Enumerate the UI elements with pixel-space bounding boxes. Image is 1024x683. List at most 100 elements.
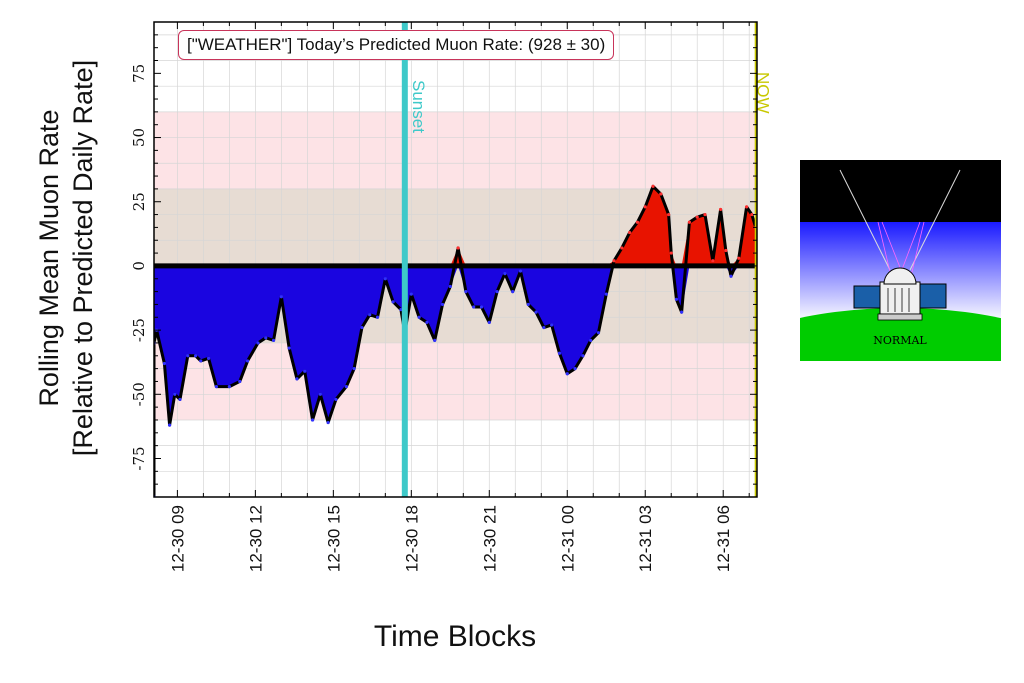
data-point: [659, 192, 663, 196]
data-point: [589, 338, 593, 342]
sunset-label: Sunset: [409, 80, 428, 133]
y-tick-label: 25: [130, 192, 148, 211]
data-point: [573, 367, 577, 371]
data-point: [750, 212, 754, 217]
data-point: [464, 289, 468, 294]
x-tick-label: 12-31 06: [714, 505, 733, 572]
data-point: [518, 269, 523, 273]
y-tick-label: 50: [130, 128, 148, 147]
data-point: [596, 331, 601, 335]
data-point: [581, 354, 585, 358]
data-point: [526, 302, 530, 307]
data-point: [719, 207, 723, 212]
data-point: [344, 384, 348, 389]
data-point: [729, 274, 733, 278]
data-point: [448, 284, 452, 289]
data-point: [669, 251, 673, 255]
data-point: [360, 325, 364, 330]
now-label: NOW: [754, 72, 773, 114]
data-point: [227, 384, 231, 389]
data-point: [167, 423, 172, 427]
area-layer: [154, 184, 757, 497]
data-point: [495, 289, 499, 294]
x-tick-label: 12-30 21: [480, 505, 499, 572]
data-point: [651, 184, 655, 188]
data-point: [326, 420, 330, 425]
data-point: [399, 307, 403, 312]
data-point: [310, 418, 315, 422]
data-point: [433, 338, 437, 342]
data-point: [745, 205, 749, 209]
data-point: [604, 292, 608, 296]
data-point: [643, 205, 647, 209]
data-point: [295, 377, 299, 381]
y-tick-label: -50: [130, 382, 148, 406]
data-point: [287, 346, 291, 350]
observatory-normal-icon: NORMAL: [800, 160, 1001, 361]
data-point: [550, 323, 554, 327]
x-tick-label: 12-31 03: [636, 505, 655, 572]
data-point: [472, 305, 476, 309]
y-tick-label: -75: [130, 446, 148, 470]
data-point: [173, 392, 177, 396]
data-point: [487, 320, 491, 325]
data-point: [703, 212, 707, 217]
data-point: [511, 289, 515, 294]
data-point: [193, 354, 198, 358]
ground: [800, 308, 1001, 361]
marker-layer: Sunset NOW: [401, 22, 773, 497]
data-point: [503, 272, 507, 276]
data-point: [534, 310, 538, 314]
data-point: [628, 230, 632, 235]
data-point: [409, 292, 413, 296]
data-point: [206, 356, 211, 360]
data-point: [279, 295, 283, 299]
data-point: [425, 320, 429, 325]
data-point: [417, 315, 421, 319]
data-point: [271, 338, 276, 342]
data-point: [737, 256, 741, 260]
data-point: [318, 392, 322, 396]
data-point: [667, 212, 671, 217]
data-point: [178, 397, 182, 402]
data-point: [711, 259, 715, 263]
data-point: [256, 341, 260, 345]
data-point: [542, 325, 546, 330]
data-point: [557, 351, 562, 355]
data-point: [245, 359, 250, 363]
plot-frame: [153, 21, 758, 498]
data-point: [620, 246, 624, 250]
data-point: [674, 297, 679, 301]
data-point: [391, 300, 395, 304]
frame-layer: [153, 21, 758, 498]
status-label: NORMAL: [873, 334, 927, 347]
data-point: [199, 359, 203, 363]
data-point: [214, 384, 218, 389]
data-point: [565, 372, 569, 376]
x-tick-label: 12-30 09: [168, 505, 187, 572]
x-tick-label: 12-30 18: [402, 505, 421, 572]
data-point: [186, 354, 190, 358]
data-point: [334, 397, 338, 402]
data-point: [162, 361, 166, 366]
status-image: NORMAL: [800, 160, 1001, 361]
y-axis-label-line2: [Relative to Predicted Daily Rate]: [68, 59, 98, 457]
data-point: [695, 215, 699, 219]
data-point: [264, 336, 268, 340]
y-tick-label: 0: [130, 261, 148, 271]
data-point: [440, 302, 445, 307]
x-tick-label: 12-30 12: [246, 505, 265, 572]
night-sky: [800, 160, 1001, 222]
data-point: [687, 220, 692, 224]
tick-layer: -75 -50 -25 0 25 50 75 12-30 09 12-30 12 12-30 15…: [130, 21, 757, 572]
y-tick-label: 75: [130, 64, 148, 83]
data-point: [724, 248, 728, 253]
data-point: [479, 305, 484, 309]
data-point: [635, 220, 640, 224]
data-point: [303, 369, 307, 373]
data-point: [456, 246, 460, 250]
x-axis-label: Time Blocks: [373, 620, 537, 653]
x-tick-label: 12-31 00: [558, 505, 577, 572]
negative-area: [154, 265, 756, 497]
